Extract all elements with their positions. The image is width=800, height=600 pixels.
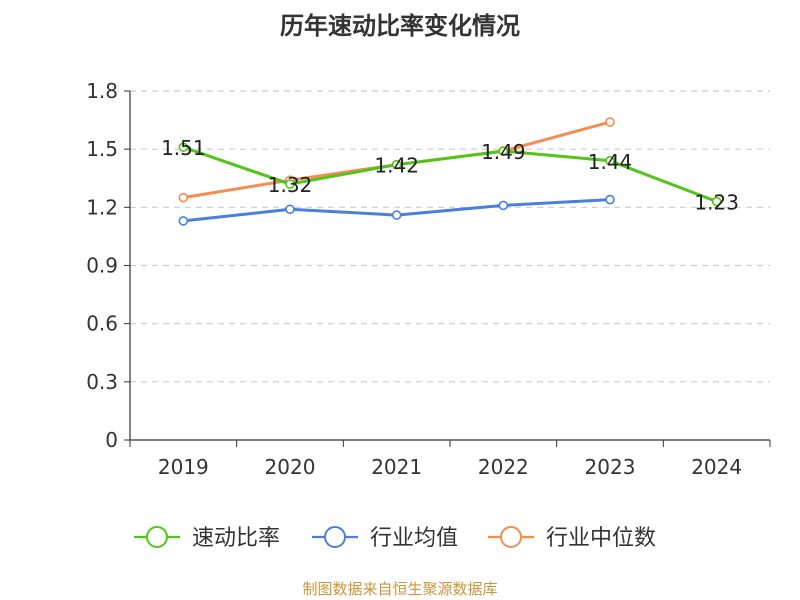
legend-marker (324, 526, 346, 548)
x-tick-label: 2024 (691, 455, 742, 479)
source-note: 制图数据来自恒生聚源数据库 (302, 580, 497, 598)
data-label: 1.51 (161, 136, 206, 160)
data-point (178, 142, 189, 153)
y-tick-label: 1.2 (86, 195, 118, 219)
y-tick-label: 1.8 (86, 79, 118, 103)
data-label: 1.44 (588, 150, 633, 174)
data-point (285, 204, 295, 215)
series-lines (178, 117, 722, 226)
data-point (605, 117, 615, 127)
data-point (178, 216, 189, 226)
data-point (498, 146, 509, 156)
legend-label: 行业均值 (370, 526, 458, 551)
data-label: 1.49 (481, 140, 526, 164)
legend-marker (500, 526, 522, 548)
x-tick-label: 2022 (478, 455, 529, 479)
x-tick-label: 2020 (265, 455, 316, 479)
legend: 速动比率 行业均值 行业中位数 (134, 526, 656, 551)
data-label: 1.42 (374, 154, 419, 178)
series-line (182, 145, 718, 203)
x-tick-label: 2023 (585, 455, 636, 479)
y-tick-label: 0 (105, 428, 118, 452)
data-point (178, 192, 189, 203)
axes: 0 0.3 0.6 0.9 1.2 1.5 1.8 2019 2020 2021 2022 2023 2… (86, 79, 771, 479)
grid-lines (130, 90, 770, 383)
data-point (391, 159, 402, 170)
y-tick-label: 1.5 (86, 137, 118, 161)
data-point (285, 179, 295, 189)
data-point (605, 194, 615, 205)
data-point (498, 200, 509, 211)
x-tick-label: 2021 (371, 455, 422, 479)
data-label: 1.23 (694, 191, 739, 215)
data-point (711, 196, 722, 207)
data-point (605, 156, 615, 166)
y-tick-label: 0.9 (86, 254, 118, 278)
data-labels: 1.51 1.32 1.42 1.49 1.44 1.23 (161, 136, 739, 214)
data-point (391, 210, 402, 220)
y-tick-label: 0.6 (86, 312, 118, 336)
chart-title: 历年速动比率变化情况 (280, 12, 520, 40)
x-tick-label: 2019 (158, 455, 209, 479)
legend-label: 速动比率 (192, 526, 280, 551)
y-tick-label: 0.3 (86, 370, 118, 394)
legend-marker (146, 526, 168, 548)
legend-label: 行业中位数 (546, 526, 656, 551)
data-label: 1.32 (268, 173, 313, 197)
